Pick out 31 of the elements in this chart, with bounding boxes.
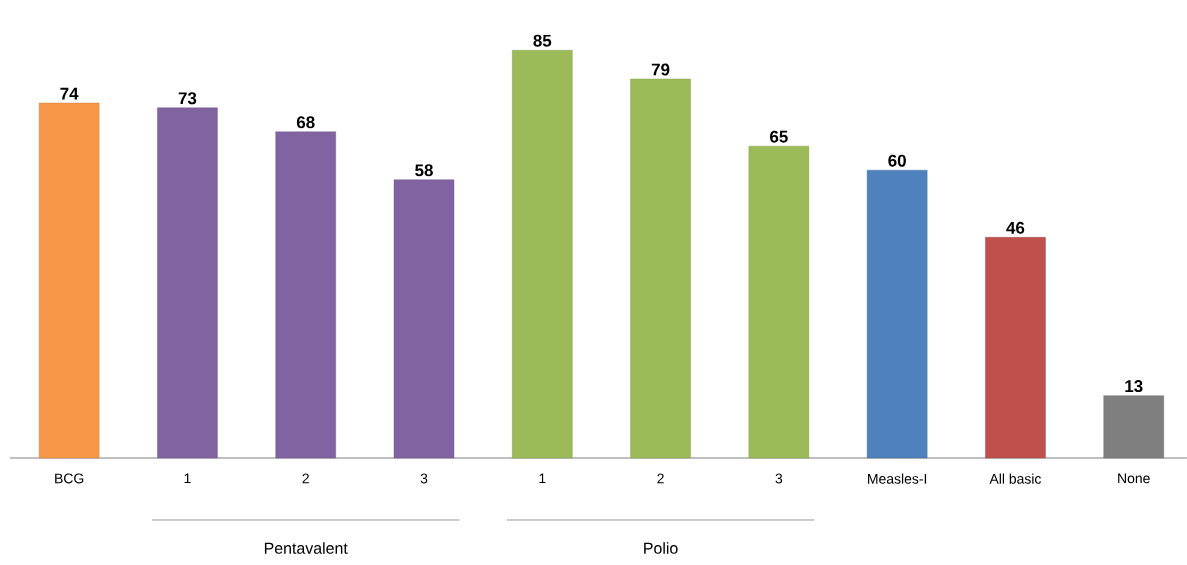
bar (157, 107, 218, 459)
text: Pentavalent (264, 542, 348, 554)
text: Polio (644, 542, 678, 554)
x-tick-label: 1 (184, 473, 191, 484)
data-label: 58 (415, 164, 433, 177)
data-label: 73 (178, 92, 197, 105)
data-label: 46 (1006, 221, 1025, 234)
bar (748, 145, 810, 459)
data-label: 68 (296, 116, 315, 129)
data-label: 79 (651, 63, 670, 76)
bar (393, 179, 455, 459)
data-label: 74 (60, 87, 79, 100)
x-tick-label: 2 (657, 473, 664, 484)
x-tick-label: 1 (539, 473, 546, 484)
bar (275, 131, 336, 459)
data-label: 85 (533, 34, 552, 47)
bar (985, 237, 1046, 459)
data-label: 13 (1125, 380, 1143, 393)
x-tick-label: 2 (302, 473, 309, 484)
x-tick-label: 3 (775, 473, 783, 484)
bar (38, 102, 100, 459)
data-label: 65 (770, 130, 788, 143)
x-tick-label: 3 (420, 473, 428, 484)
x-tick-label: BCG (55, 473, 84, 484)
bar (866, 169, 928, 459)
x-tick-label: All basic (989, 473, 1042, 484)
x-tick-label: Measles-I (868, 473, 927, 484)
bar (512, 50, 573, 459)
bar (630, 78, 691, 459)
data-label: 60 (888, 154, 906, 167)
x-tick-label: None (1118, 473, 1150, 484)
